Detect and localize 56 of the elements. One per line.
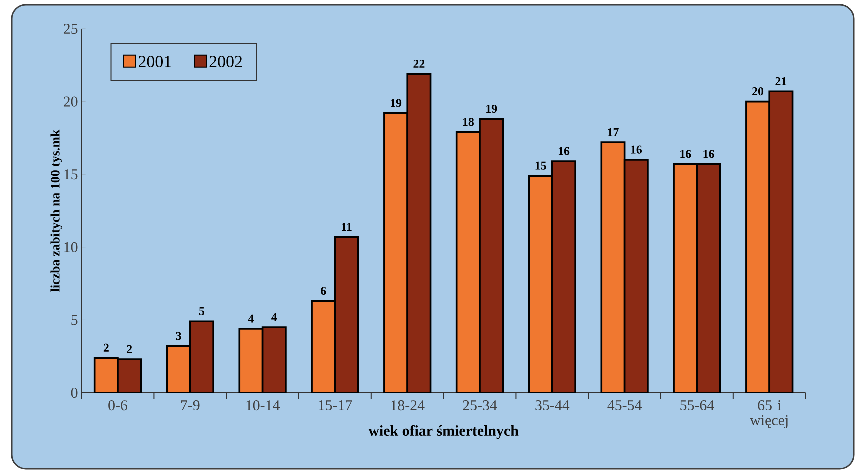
data-label: 2	[104, 344, 109, 352]
y-tick-label: 0	[71, 388, 78, 398]
bar	[768, 90, 794, 393]
y-tick-label: 25	[64, 24, 78, 34]
y-tick-label: 20	[64, 96, 78, 107]
bar	[479, 118, 504, 393]
bar	[406, 73, 432, 393]
x-tick-label: 7-9	[181, 400, 200, 411]
bar	[384, 112, 409, 393]
x-tick-label: 0-6	[108, 400, 128, 411]
y-tick-label: 5	[72, 315, 78, 326]
data-label: 18	[463, 118, 474, 126]
legend-label: 2002	[210, 56, 242, 68]
x-tick-label: 35-44	[536, 400, 570, 411]
bar	[600, 142, 626, 393]
data-label: 2	[127, 345, 132, 354]
x-tick-label: 65 i więcej	[750, 400, 788, 429]
data-label: 21	[776, 77, 787, 86]
data-label: 17	[608, 128, 619, 136]
y-axis-title: liczba zabitych na 100 tys.mk	[50, 130, 62, 292]
data-label: 4	[272, 313, 278, 322]
bar	[746, 100, 771, 393]
data-label: 11	[342, 223, 352, 232]
bar	[528, 175, 554, 393]
x-tick-label: 18-24	[391, 400, 425, 411]
data-label: 4	[248, 314, 254, 323]
data-label: 16	[680, 150, 692, 158]
data-label: 19	[390, 99, 402, 108]
bar	[673, 164, 698, 393]
data-label: 19	[486, 105, 498, 114]
x-tick-label: 55-64	[680, 400, 714, 411]
legend-label: 2001	[138, 56, 172, 68]
bar	[311, 300, 336, 393]
bar	[624, 159, 649, 393]
bar	[238, 328, 264, 393]
x-tick-label: 45-54	[608, 400, 642, 410]
data-label: 16	[631, 146, 642, 154]
data-label: 5	[199, 308, 205, 316]
bar	[456, 131, 481, 393]
data-label: 6	[321, 287, 326, 296]
y-tick-label: 15	[64, 170, 78, 180]
bar	[262, 326, 287, 393]
x-tick-label: 25-34	[463, 400, 498, 411]
bar	[552, 160, 576, 393]
data-label: 22	[414, 60, 425, 68]
data-label: 15	[536, 162, 546, 170]
data-label: 3	[176, 332, 182, 340]
x-axis-title: wiek ofiar śmiertelnych	[368, 425, 519, 440]
x-tick-label: 10-14	[246, 400, 280, 411]
bar	[334, 236, 360, 393]
bar	[696, 164, 722, 393]
data-label: 16	[558, 147, 570, 156]
data-label: 16	[704, 150, 714, 158]
data-label: 20	[752, 88, 764, 96]
x-tick-label: 15-17	[319, 400, 352, 411]
y-tick-label: 10	[64, 242, 78, 252]
